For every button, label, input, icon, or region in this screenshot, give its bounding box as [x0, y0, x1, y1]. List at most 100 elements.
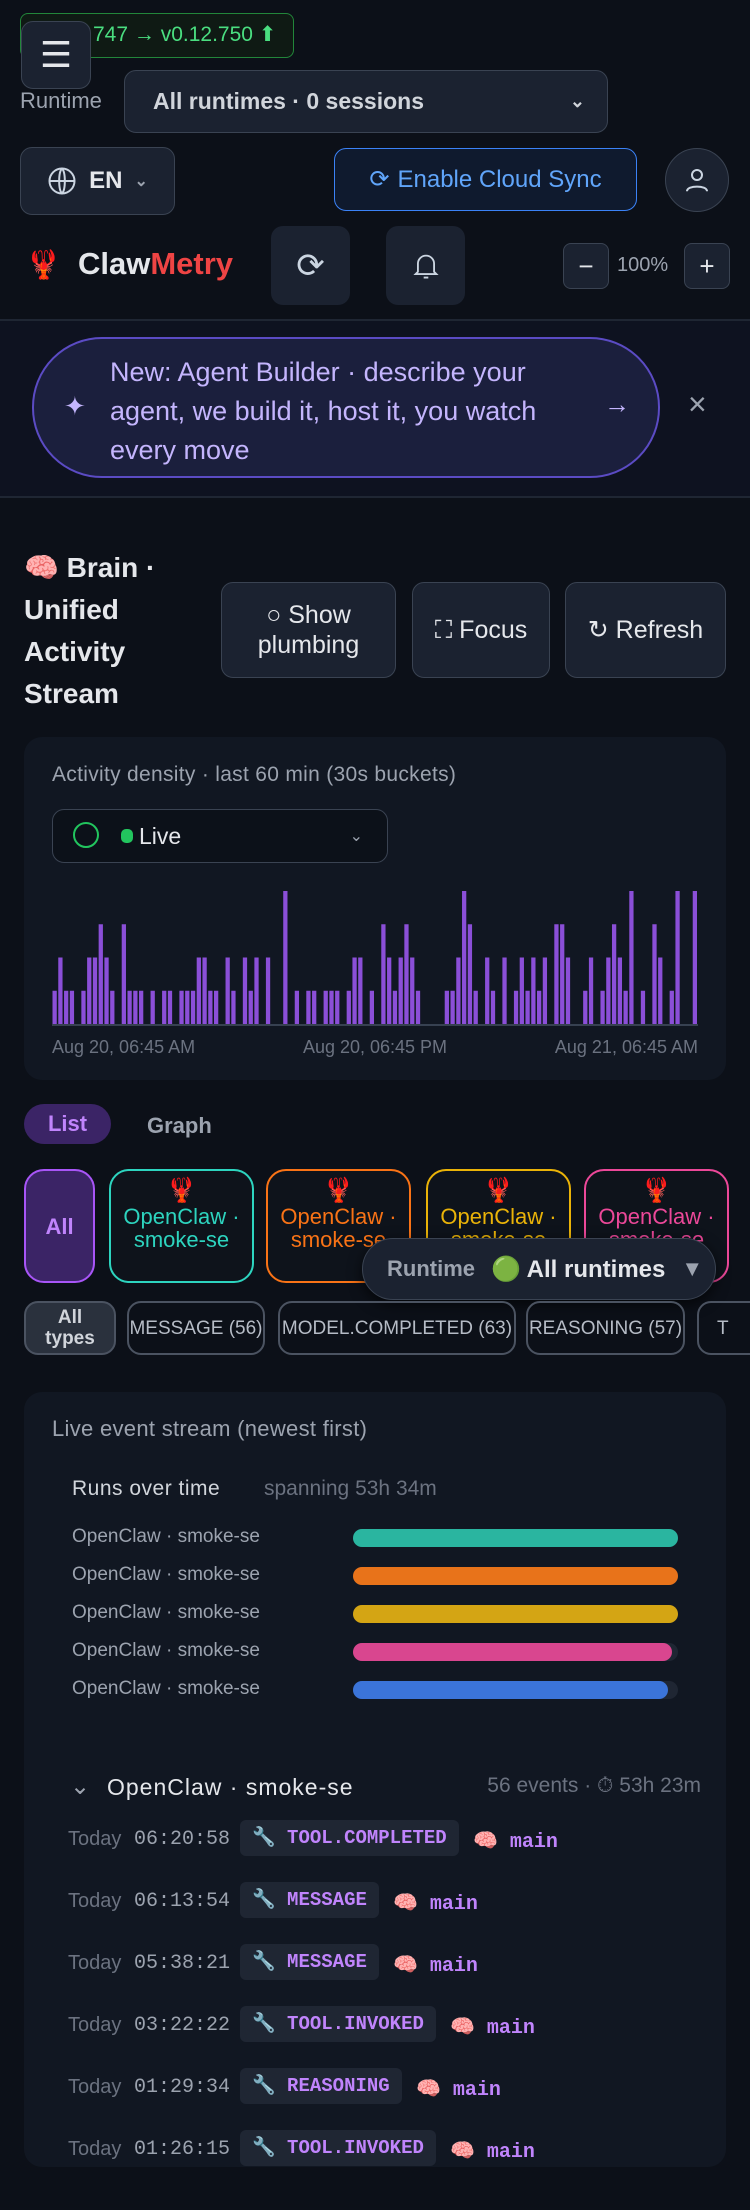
brain-button[interactable]: ⛶ Focus	[412, 582, 550, 678]
x-axis-label: Aug 20, 06:45 PM	[303, 1037, 447, 1057]
density-bar	[312, 990, 317, 1024]
x-axis-label: Aug 20, 06:45 AM	[52, 1037, 195, 1057]
x-axis-label: Aug 21, 06:45 AM	[555, 1037, 698, 1057]
density-bar	[456, 957, 461, 1024]
run-name: OpenClaw · smoke-se	[72, 1602, 260, 1623]
event-type[interactable]: 🔧 MESSAGE	[240, 1882, 379, 1918]
density-bar	[265, 957, 271, 1024]
density-bar	[98, 924, 103, 1024]
chevron: ⌄	[349, 828, 363, 845]
menu-button[interactable]: ☰	[21, 21, 91, 89]
density-bar	[485, 957, 490, 1024]
density-bar	[225, 957, 230, 1024]
live-text: Live	[139, 822, 182, 849]
group-meta: 56 events · ⏱ 53h 23m	[487, 1774, 701, 1797]
type-filter[interactable]: All types	[24, 1301, 116, 1355]
bell-icon	[412, 254, 439, 278]
density-bar	[490, 990, 496, 1024]
chip-all[interactable]: All	[24, 1169, 95, 1283]
event-day: Today	[68, 1952, 122, 1974]
floating-runtime-value: 🟢 All runtimes	[491, 1255, 666, 1283]
density-bar	[150, 990, 155, 1024]
event-type[interactable]: 🔧 REASONING	[240, 2068, 402, 2104]
banner-close[interactable]: ×	[688, 386, 707, 422]
stream-card: Live event stream (newest first) Runs ov…	[24, 1392, 726, 2167]
cloud-sync-button[interactable]: ⟳ Enable Cloud Sync	[334, 148, 637, 211]
run-bar	[353, 1681, 669, 1699]
density-title: Activity density · last 60 min (30s buck…	[52, 763, 457, 786]
type-filter[interactable]: MESSAGE (56)	[127, 1301, 265, 1355]
density-bar	[542, 957, 548, 1024]
event-agent: 🧠 main	[473, 1831, 558, 1854]
density-bar	[69, 990, 75, 1024]
run-bar	[353, 1643, 672, 1661]
event-agent: 🧠 main	[393, 1955, 478, 1978]
density-bar	[81, 990, 86, 1024]
brand: ClawMetry	[78, 246, 233, 282]
density-bar	[231, 990, 236, 1024]
banner-arrow: →	[604, 389, 630, 419]
live-select[interactable]: Live ⌄	[52, 809, 388, 863]
density-bar	[167, 990, 173, 1024]
divider	[0, 319, 750, 321]
density-bar	[242, 957, 248, 1024]
group-name: OpenClaw · smoke-se	[107, 1774, 354, 1800]
language-button[interactable]: EN ⌄	[20, 147, 175, 215]
density-bar	[208, 990, 213, 1024]
event-type[interactable]: 🔧 TOOL.COMPLETED	[240, 1820, 459, 1856]
density-bar	[565, 957, 571, 1024]
density-bar	[162, 990, 167, 1024]
chip[interactable]: 🦞OpenClaw · smoke-se	[109, 1169, 254, 1283]
density-bar	[381, 924, 386, 1024]
type-filter[interactable]: T	[697, 1301, 750, 1355]
banner-text: New: Agent Builder · describe your agent…	[110, 357, 537, 465]
density-bar	[554, 924, 559, 1024]
event-type[interactable]: 🔧 TOOL.INVOKED	[240, 2130, 436, 2166]
density-bar	[190, 990, 196, 1024]
event-day: Today	[68, 1890, 122, 1912]
density-bar	[560, 924, 565, 1024]
density-bar	[335, 990, 340, 1024]
group-chevron[interactable]: ⌄	[70, 1773, 91, 1800]
tab-list[interactable]: List	[24, 1104, 111, 1144]
tab-graph[interactable]: Graph	[147, 1113, 212, 1138]
density-bar	[387, 957, 392, 1024]
floating-runtime[interactable]: Runtime 🟢 All runtimes ▼	[362, 1238, 716, 1300]
density-bar	[525, 990, 530, 1024]
event-type[interactable]: 🔧 TOOL.INVOKED	[240, 2006, 436, 2042]
type-filter[interactable]: REASONING (57)	[526, 1301, 685, 1355]
density-bar	[600, 990, 605, 1024]
run-name: OpenClaw · smoke-se	[72, 1526, 260, 1547]
event-day: Today	[68, 1828, 122, 1850]
density-chart: Aug 20, 06:45 AM Aug 20, 06:45 PM Aug 21, …	[52, 891, 698, 1057]
banner[interactable]: ✦ New: Agent Builder · describe your age…	[32, 337, 660, 478]
refresh-icon-button[interactable]: ⟳	[271, 226, 350, 305]
zoom-in[interactable]: +	[684, 243, 730, 289]
density-bar	[179, 990, 184, 1024]
density-bar	[133, 990, 138, 1024]
bell-button[interactable]	[386, 226, 465, 305]
density-bar	[283, 891, 288, 1024]
density-bar	[404, 924, 409, 1024]
sync-icon: ⟳	[369, 166, 390, 193]
runtime-select[interactable]: All runtimes · 0 sessions ⌄	[124, 70, 608, 133]
event-agent: 🧠 main	[393, 1893, 478, 1916]
type-filter[interactable]: MODEL.COMPLETED (63)	[278, 1301, 516, 1355]
density-bar	[306, 990, 311, 1024]
event-type[interactable]: 🔧 MESSAGE	[240, 1944, 379, 1980]
brain-button[interactable]: ○ Show plumbing	[221, 582, 396, 678]
density-bar	[202, 957, 207, 1024]
chip-icon: 🦞	[166, 1177, 197, 1204]
density-bar	[583, 990, 588, 1024]
density-bar	[531, 957, 536, 1024]
language: EN	[89, 167, 123, 194]
brain-button[interactable]: ↻ Refresh	[565, 582, 726, 678]
zoom-out[interactable]: −	[563, 243, 609, 289]
avatar-button[interactable]	[665, 148, 729, 212]
event-time: 03:22:22	[134, 2014, 231, 2037]
cloud-sync-text: Enable Cloud Sync	[397, 165, 602, 193]
density-card: Activity density · last 60 min (30s buck…	[24, 737, 726, 1080]
event-agent: 🧠 main	[416, 2079, 501, 2102]
runs-title: Runs over time	[72, 1477, 221, 1500]
density-bar	[473, 990, 478, 1024]
